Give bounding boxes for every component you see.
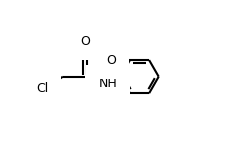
Text: Cl: Cl <box>36 82 48 95</box>
Text: O: O <box>80 35 90 48</box>
Text: O: O <box>106 54 116 66</box>
Text: NH: NH <box>98 77 117 90</box>
